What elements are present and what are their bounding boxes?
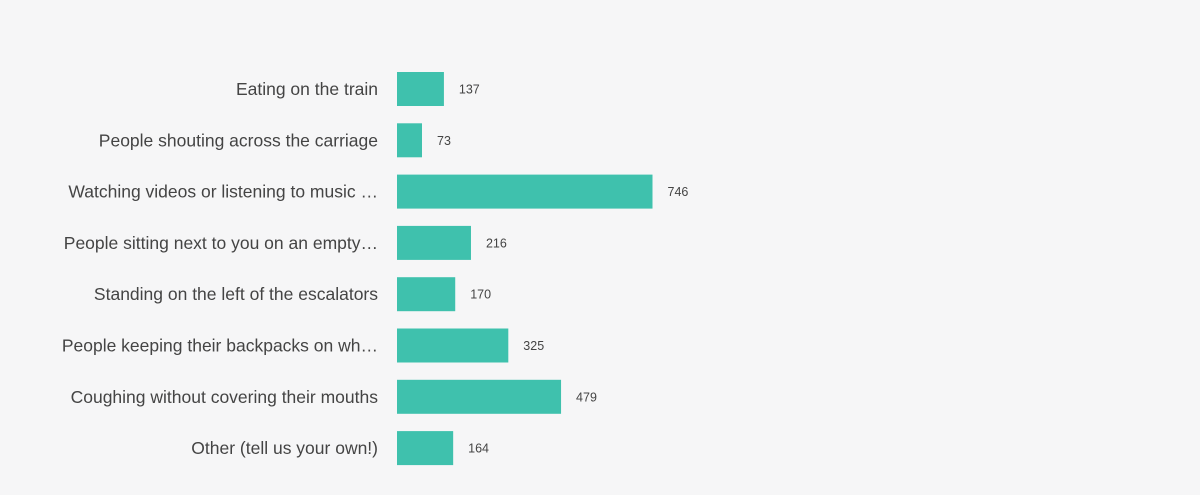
bar (397, 174, 653, 209)
value-label: 170 (470, 288, 491, 302)
value-label: 746 (668, 185, 689, 199)
category-label: Standing on the left of the escalators (94, 284, 378, 304)
category-label: People shouting across the carriage (99, 130, 378, 150)
category-label: People sitting next to you on an empty… (64, 233, 378, 253)
category-label: Other (tell us your own!) (191, 438, 378, 458)
value-label: 325 (523, 339, 544, 353)
bar (397, 72, 444, 106)
value-label: 164 (468, 442, 489, 456)
bar (397, 379, 562, 414)
value-label: 137 (459, 83, 480, 97)
bar (397, 328, 509, 363)
value-label: 479 (576, 390, 597, 404)
category-label: Watching videos or listening to music … (68, 182, 378, 202)
category-label: People keeping their backpacks on wh… (62, 336, 378, 356)
value-label: 73 (437, 134, 451, 148)
bar (397, 277, 456, 312)
category-label: Eating on the train (236, 79, 378, 99)
bar (397, 431, 454, 466)
category-label: Coughing without covering their mouths (71, 387, 379, 407)
bar (397, 225, 471, 260)
value-label: 216 (486, 236, 507, 250)
bar (397, 123, 423, 158)
